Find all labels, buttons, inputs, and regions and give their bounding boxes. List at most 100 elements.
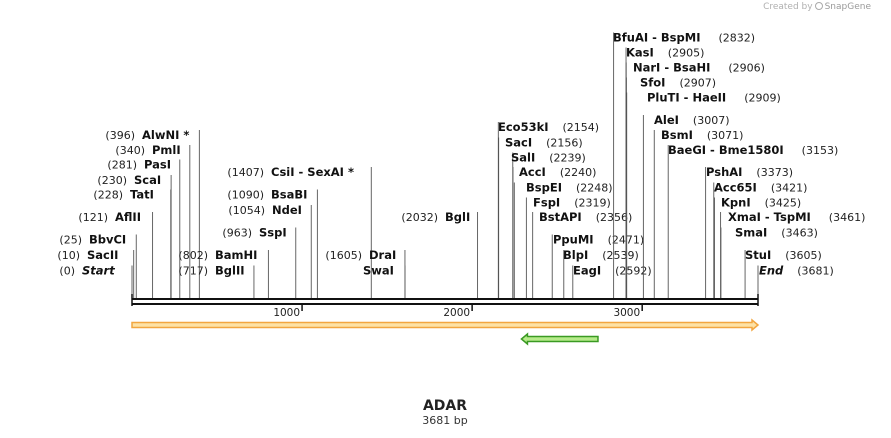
site-enzyme-name: BamHI	[215, 248, 257, 262]
site-enzyme-name: BaeGI - Bme1580I	[668, 143, 784, 157]
site-bbvci: BbvCI (25)	[59, 233, 137, 298]
site-enzyme-name: BglI	[445, 210, 470, 224]
site-enzyme-name: EagI	[573, 264, 601, 278]
site-position: (10)	[57, 249, 80, 262]
site-position: (2907)	[679, 77, 716, 90]
site-sspi: SspI (963)	[222, 226, 297, 298]
site-enzyme-name: PasI	[144, 158, 171, 172]
site-enzyme-name: NdeI	[272, 203, 302, 217]
site-enzyme-name: XmaI - TspMI	[728, 210, 811, 224]
site-enzyme-name: Start	[82, 264, 115, 278]
site-end: End (3681)	[757, 264, 834, 298]
site-position: (2154)	[563, 121, 600, 134]
site-position: (3071)	[707, 129, 744, 142]
site-enzyme-name: AleI	[654, 113, 679, 127]
site-position: (3421)	[771, 182, 808, 195]
site-enzyme-name: Eco53kI	[498, 120, 549, 134]
site-position: (2239)	[549, 152, 586, 165]
site-position: (2592)	[615, 265, 652, 278]
site-enzyme-name: AlwNI *	[142, 128, 189, 142]
site-bamhi: BamHI (802)	[178, 248, 269, 298]
ruler-tick-label: 2000	[443, 307, 470, 319]
site-position: (228)	[93, 189, 123, 202]
site-bglii: BglII (717)	[178, 264, 255, 298]
site-enzyme-name: NarI - BsaHI	[633, 61, 710, 75]
site-position: (2909)	[744, 92, 781, 105]
credit-brand: SnapGene	[824, 2, 871, 12]
site-position: (3153)	[802, 144, 839, 157]
site-position: (3373)	[756, 166, 793, 179]
site-csii-sexai: CsiI - SexAI * (1407)	[227, 165, 372, 298]
site-enzyme-name: ScaI	[134, 173, 161, 187]
site-swai: SwaI	[363, 264, 406, 298]
site-enzyme-name: PpuMI	[553, 233, 594, 247]
site-bgli: BglI (2032)	[401, 210, 479, 298]
site-position: (3425)	[765, 197, 802, 210]
site-pmli: PmlI (340)	[115, 143, 191, 298]
site-enzyme-name: AccI	[519, 165, 546, 179]
site-position: (3605)	[785, 249, 822, 262]
restriction-sites: Start (0) SacII (10) BbvCI (25) AflII (121) TatI…	[57, 31, 865, 298]
sequence-title: ADAR 3681 bp	[345, 398, 545, 427]
site-smai: SmaI (3463)	[720, 226, 818, 298]
site-position: (3007)	[693, 114, 730, 127]
site-position: (1054)	[228, 204, 265, 217]
snapgene-credit: Created by SnapGene	[763, 2, 871, 12]
site-enzyme-name: PmlI	[152, 143, 181, 157]
site-position: (2319)	[574, 197, 611, 210]
site-position: (230)	[97, 174, 127, 187]
site-enzyme-name: TatI	[130, 188, 154, 202]
site-position: (340)	[115, 144, 145, 157]
site-enzyme-name: SfoI	[640, 76, 665, 90]
site-enzyme-name: KpnI	[721, 196, 751, 210]
site-kpni: KpnI (3425)	[714, 196, 802, 298]
site-pluti-haeii: PluTI - HaeII (2909)	[626, 91, 781, 298]
site-enzyme-name: AflII	[115, 210, 141, 224]
site-ndei: NdeI (1054)	[228, 203, 312, 298]
site-enzyme-name: BlpI	[563, 248, 588, 262]
site-alwni: AlwNI * (396)	[105, 128, 200, 298]
site-bfuai-bspmi: BfuAI - BspMI (2832)	[613, 31, 755, 298]
site-enzyme-name: BsmI	[661, 128, 693, 142]
sequence-length: 3681 bp	[422, 414, 468, 427]
site-enzyme-name: SspI	[259, 226, 287, 240]
snapgene-logo-icon	[814, 2, 823, 10]
site-position: (963)	[222, 227, 252, 240]
site-enzyme-name: SmaI	[735, 226, 767, 240]
site-enzyme-name: StuI	[745, 248, 771, 262]
site-position: (2832)	[718, 32, 755, 45]
site-alei: AleI (3007)	[642, 113, 730, 298]
site-enzyme-name: FspI	[533, 196, 560, 210]
site-scai: ScaI (230)	[97, 173, 172, 298]
site-acc65i: Acc65I (3421)	[713, 181, 808, 298]
sequence-name: ADAR	[422, 398, 468, 414]
site-enzyme-name: SacI	[505, 136, 532, 150]
site-enzyme-name: PshAI	[706, 165, 742, 179]
site-bsmi: BsmI (3071)	[653, 128, 744, 298]
site-position: (1605)	[325, 249, 362, 262]
site-acci: AccI (2240)	[512, 165, 596, 298]
site-enzyme-name: SwaI	[363, 264, 394, 278]
site-position: (2539)	[602, 249, 639, 262]
site-position: (717)	[178, 265, 208, 278]
site-position: (2905)	[668, 47, 705, 60]
site-position: (802)	[178, 249, 208, 262]
site-baegi-bme1580i: BaeGI - Bme1580I (3153)	[667, 143, 839, 298]
site-enzyme-name: BfuAI - BspMI	[613, 31, 700, 45]
site-enzyme-name: BsaBI	[271, 188, 307, 202]
site-position: (281)	[107, 159, 137, 172]
site-position: (2032)	[401, 211, 438, 224]
site-start: Start (0)	[59, 264, 133, 298]
site-sacii: SacII (10)	[57, 248, 135, 298]
site-enzyme-name: BbvCI	[89, 233, 126, 247]
site-enzyme-name: PluTI - HaeII	[647, 91, 726, 105]
site-enzyme-name: SalI	[511, 151, 535, 165]
site-position: (3681)	[797, 265, 834, 278]
site-enzyme-name: BstAPI	[539, 210, 582, 224]
site-position: (1407)	[227, 166, 264, 179]
site-position: (2906)	[728, 62, 765, 75]
site-bstapi: BstAPI(2356)	[532, 210, 632, 298]
site-position: (3463)	[781, 227, 818, 240]
site-position: (396)	[105, 129, 135, 142]
site-enzyme-name: CsiI - SexAI *	[271, 165, 354, 179]
